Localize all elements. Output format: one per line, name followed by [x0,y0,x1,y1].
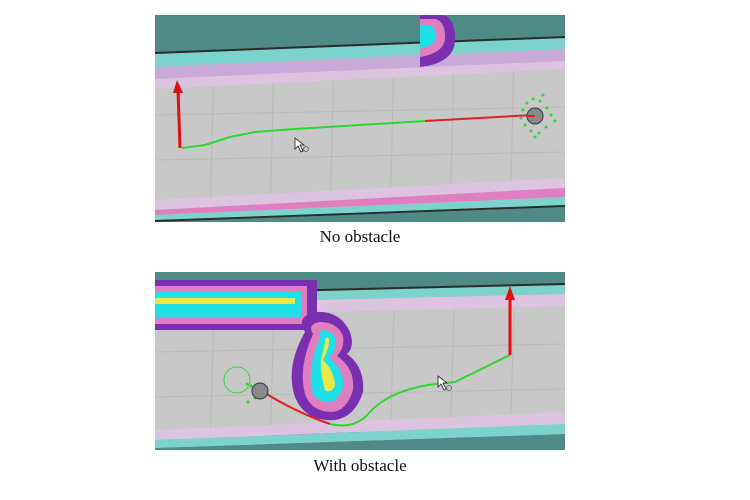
lower-wall-inflation [155,188,565,215]
goal-arrow-icon [173,80,183,149]
lower-wall-inflation-light [155,178,565,210]
mouse-pointer-icon [294,137,309,153]
global-plan-path [181,120,426,149]
mouse-pointer-icon [437,375,452,391]
map-view-with-obstacle[interactable] [155,272,565,450]
obstacle-top-partial [420,15,455,67]
caption-with-obstacle: With obstacle [313,456,407,475]
robot-footprint-icon [519,93,557,139]
upper-wall-inflation-light [155,61,565,89]
goal-arrow-icon [505,286,515,355]
costmap-canvas-bottom[interactable] [155,272,565,450]
upper-wall-dark [155,15,565,53]
lower-wall-teal [155,424,565,448]
caption-no-obstacle: No obstacle [319,227,401,246]
obstacle-kidney [291,311,364,421]
lower-wall-inflation-light [155,412,565,440]
map-view-no-obstacle[interactable] [155,15,565,222]
upper-wall-teal [155,37,565,67]
lower-wall-teal [155,197,565,222]
lower-wall-edge [155,205,565,222]
costmap-canvas-top[interactable] [155,15,565,222]
obstacle-left-block [155,280,317,330]
global-plan-path [329,354,511,427]
lower-wall-dark [155,434,565,450]
upper-wall-edge [155,36,565,54]
robot-footprint-icon [223,366,269,404]
upper-wall-inflation [155,49,565,79]
local-plan-path [424,114,534,122]
